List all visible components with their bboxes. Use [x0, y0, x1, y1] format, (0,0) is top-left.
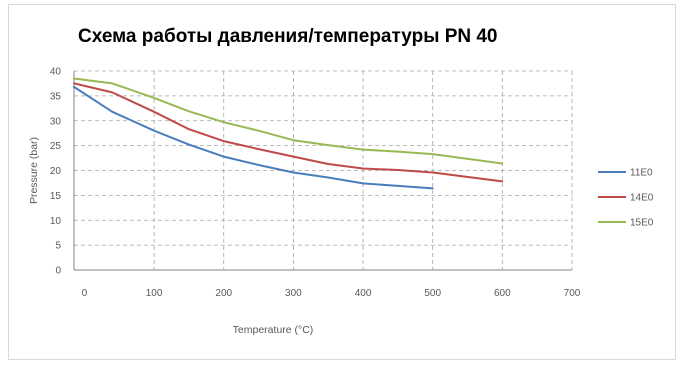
chart-frame	[8, 4, 676, 360]
x-tick-label: 600	[494, 288, 511, 299]
series-line-14E0	[73, 82, 504, 183]
y-tick-label: 15	[50, 191, 62, 202]
x-axis-label: Temperature (°C)	[233, 324, 314, 336]
x-tick-label: 700	[564, 288, 581, 299]
y-axis-label: Pressure (bar)	[28, 137, 40, 204]
x-tick-label: 0	[82, 288, 88, 299]
x-tick-label: 100	[146, 288, 163, 299]
y-tick-label: 10	[50, 216, 62, 227]
x-tick-label: 500	[424, 288, 441, 299]
x-tick-label: 300	[285, 288, 302, 299]
y-tick-label: 0	[55, 266, 61, 277]
series-line-15E0	[73, 77, 504, 165]
y-tick-label: 25	[50, 141, 62, 152]
legend-label-14E0: 14E0	[630, 193, 654, 204]
x-tick-label: 400	[355, 288, 372, 299]
y-tick-label: 40	[50, 67, 62, 78]
legend-label-15E0: 15E0	[630, 218, 654, 229]
y-tick-label: 30	[50, 116, 62, 127]
series-lines	[73, 77, 504, 190]
chart-title: Схема работы давления/температуры PN 40	[78, 26, 498, 47]
y-tick-label: 35	[50, 91, 62, 102]
y-tick-label: 5	[55, 241, 61, 252]
y-tick-label: 20	[50, 166, 62, 177]
x-tick-label: 200	[215, 288, 232, 299]
legend-label-11E0: 11E0	[630, 168, 653, 179]
legend: 11E0 14E0 15E0	[598, 168, 654, 229]
grid	[74, 70, 573, 270]
series-line-11E0	[73, 85, 434, 190]
